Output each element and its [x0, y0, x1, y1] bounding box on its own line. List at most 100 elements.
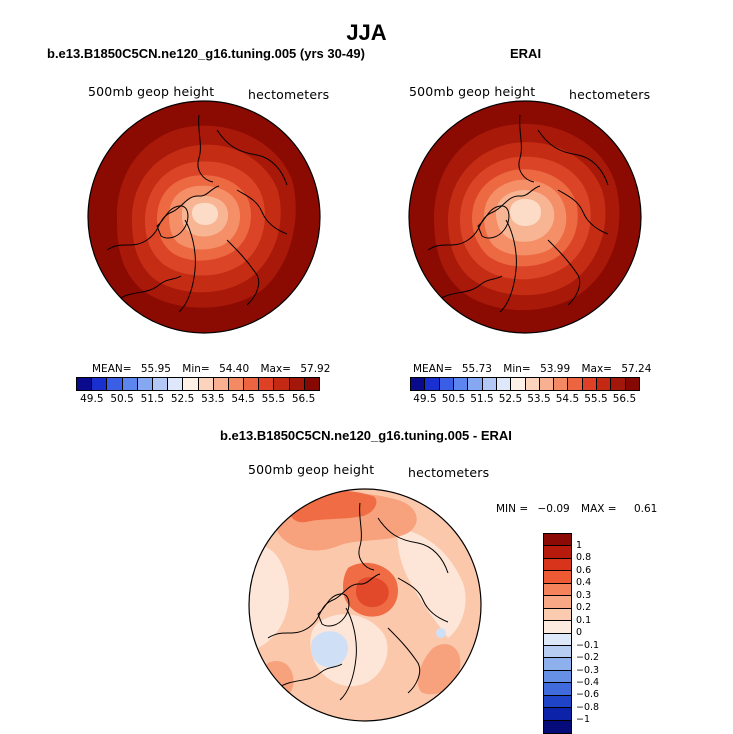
difference-colorbar-swatch-2 [544, 558, 571, 572]
right-colorbar-swatch-5 [482, 378, 497, 390]
left-colorbar-tick-label: 56.5 [291, 393, 316, 405]
difference-colorbar-swatch-7 [544, 621, 571, 634]
left-min-label: Min= [182, 363, 210, 375]
right-colorbar-swatch-11 [568, 378, 583, 390]
left-colorbar-tick-label: 49.5 [80, 393, 104, 405]
right-colorbar-tick-label: 56.5 [612, 393, 637, 405]
difference-colorbar-tick-label: 0.3 [576, 589, 592, 601]
left-units-label: hectometers [248, 87, 330, 102]
left-level-8 [192, 203, 218, 225]
right-polar-map [408, 100, 642, 334]
left-colorbar-tick-label: 51.5 [140, 393, 165, 405]
difference-colorbar-tick-label: −1 [576, 714, 591, 726]
right-level-8 [510, 199, 541, 226]
difference-colorbar-swatch-1 [544, 546, 571, 559]
right-colorbar-swatch-3 [453, 378, 469, 390]
right-units-label: hectometers [569, 87, 651, 102]
difference-colorbar-swatch-4 [544, 583, 571, 597]
left-mean-label: MEAN= [92, 363, 132, 375]
difference-colorbar-swatch-5 [544, 596, 571, 609]
bottom-field-label: 500mb geop height [248, 462, 375, 477]
right-field-label: 500mb geop height [409, 84, 536, 99]
right-colorbar [410, 377, 640, 391]
difference-colorbar-tick-label: 0.8 [576, 552, 592, 564]
difference-colorbar-tick-label: 0.1 [576, 614, 592, 626]
left-colorbar-swatch-0 [77, 378, 93, 390]
diff-blue-spot [436, 628, 446, 638]
right-colorbar-tick-label: 49.5 [413, 393, 437, 405]
diff-blue-region [311, 631, 348, 668]
difference-colorbar-swatch-9 [544, 645, 571, 659]
left-stats: MEAN= 55.95 Min= 54.40 Max= 57.92 [92, 363, 330, 375]
difference-colorbar-tick-label: 0.4 [576, 577, 592, 589]
difference-colorbar-swatch-12 [544, 683, 571, 696]
left-colorbar-swatch-13 [274, 378, 290, 390]
right-colorbar-tick-label: 50.5 [441, 393, 466, 405]
left-colorbar-swatch-11 [244, 378, 260, 390]
difference-colorbar-swatch-15 [544, 720, 571, 733]
left-field-label: 500mb geop height [88, 84, 215, 99]
right-colorbar-swatch-10 [554, 378, 569, 390]
difference-colorbar-tick-label: 0.2 [576, 602, 592, 614]
right-stats: MEAN= 55.73 Min= 53.99 Max= 57.24 [413, 363, 651, 375]
left-colorbar-tick-label: 53.5 [201, 393, 225, 405]
diff-light-band-right [397, 528, 466, 638]
right-colorbar-swatch-1 [425, 378, 440, 390]
right-colorbar-swatch-14 [611, 378, 626, 390]
right-colorbar-swatch-6 [496, 378, 512, 390]
difference-colorbar-swatch-14 [544, 708, 571, 721]
difference-colorbar-swatch-6 [544, 608, 571, 622]
left-colorbar-swatch-10 [228, 378, 245, 390]
left-colorbar-swatch-12 [259, 378, 275, 390]
right-mean-value: 55.73 [461, 363, 492, 375]
difference-colorbar-tick-label: −0.2 [576, 652, 600, 664]
difference-colorbar-swatch-8 [544, 633, 571, 646]
bottom-units-label: hectometers [408, 465, 490, 480]
right-colorbar-swatch-15 [625, 378, 639, 390]
right-colorbar-swatch-13 [597, 378, 612, 390]
difference-colorbar-swatch-11 [544, 670, 571, 684]
right-colorbar-tick-label: 51.5 [470, 393, 494, 405]
left-colorbar-swatch-8 [198, 378, 214, 390]
left-panel-title: b.e13.B1850C5CN.ne120_g16.tuning.005 (yr… [47, 46, 365, 61]
bottom-max-label: MAX = [581, 503, 617, 515]
difference-colorbar-swatch-13 [544, 695, 571, 709]
difference-colorbar-tick-label: −0.1 [576, 639, 600, 651]
right-colorbar-swatch-0 [411, 378, 426, 390]
right-colorbar-swatch-9 [539, 378, 555, 390]
left-colorbar-swatch-9 [213, 378, 229, 390]
left-colorbar [76, 377, 320, 391]
bottom-stats: MIN = −0.09 MAX = 0.61 [496, 503, 657, 515]
right-min-value: 53.99 [540, 363, 571, 375]
left-min-value: 54.40 [219, 363, 250, 375]
diff-coastlines [267, 502, 449, 701]
left-colorbar-swatch-6 [168, 378, 184, 390]
diff-mid-right [417, 644, 461, 695]
diff-light-band-left [249, 545, 289, 648]
left-colorbar-swatch-5 [152, 378, 169, 390]
difference-colorbar-ticks: 1 0.8 0.6 0.4 0.3 0.2 0.1 0 −0.1 −0.2 −0.3 −0.4 −0.6… [576, 540, 599, 727]
left-colorbar-tick-label: 54.5 [231, 393, 255, 405]
difference-colorbar-tick-label: 0 [576, 627, 583, 639]
right-max-value: 57.24 [621, 363, 652, 375]
difference-colorbar-tick-label: −0.8 [576, 701, 600, 713]
left-max-value: 57.92 [300, 363, 331, 375]
right-colorbar-tick-label: 53.5 [527, 393, 551, 405]
right-colorbar-tick-label: 52.5 [498, 393, 523, 405]
difference-colorbar-swatch-10 [544, 658, 571, 671]
figure-title: JJA [346, 20, 387, 45]
diff-deep-center [356, 577, 389, 608]
right-colorbar-swatch-4 [468, 378, 483, 390]
left-colorbar-swatch-1 [92, 378, 108, 390]
left-mean-value: 55.95 [140, 363, 171, 375]
left-colorbar-swatch-14 [289, 378, 305, 390]
left-max-label: Max= [260, 363, 291, 375]
left-polar-map [87, 100, 321, 334]
right-colorbar-swatch-2 [439, 378, 454, 390]
left-colorbar-tick-label: 55.5 [261, 393, 286, 405]
difference-colorbar-tick-label: −0.6 [576, 689, 600, 701]
left-colorbar-swatch-15 [304, 378, 319, 390]
left-colorbar-swatch-3 [122, 378, 138, 390]
right-min-label: Min= [503, 363, 531, 375]
difference-colorbar-tick-label: −0.3 [576, 664, 600, 676]
